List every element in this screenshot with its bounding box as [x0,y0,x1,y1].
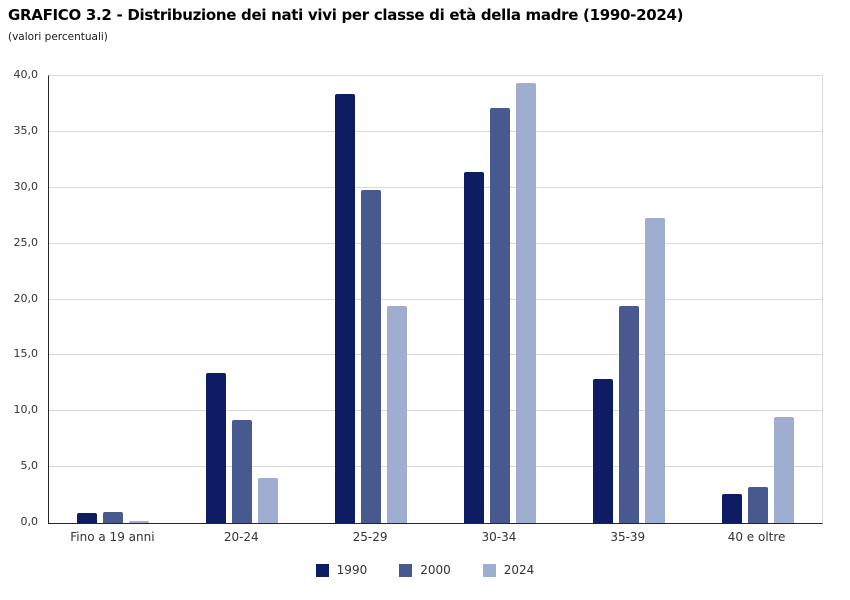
gridline [49,410,822,412]
chart-title: GRAFICO 3.2 - Distribuzione dei nati viv… [8,6,684,24]
legend-label: 2024 [503,563,535,577]
bar-2000-30-34 [489,108,510,523]
bar-1990-35-39 [592,378,613,523]
bar-2000-20-24 [232,420,253,523]
x-tick-label-30-34: 30-34 [481,530,517,544]
legend-swatch-1990 [315,563,329,577]
y-tick-label: 5,0 [20,459,39,473]
y-tick-label: 35,0 [13,123,39,137]
bar-2000-35-39 [618,306,639,523]
bar-2024-40-e-oltre [773,416,794,523]
bar-2000-40-e-oltre [747,487,768,523]
x-tick-label-20-24: 20-24 [223,530,259,544]
y-tick-label: 20,0 [13,291,39,305]
bar-2024-25-29 [387,306,408,523]
bar-1990-40-e-oltre [721,493,742,523]
gridline [49,186,822,188]
gridline [49,130,822,132]
bar-1990-30-34 [463,172,484,523]
x-tick-label-35-39: 35-39 [610,530,646,544]
bar-1990-25-29 [335,93,356,523]
legend-swatch-2024 [482,563,496,577]
legend-swatch-2000 [399,563,413,577]
gridline [49,466,822,468]
gridline [49,354,822,356]
bar-2024-30-34 [515,82,536,523]
x-tick-label-fino-a-19-anni: Fino a 19 anni [70,530,155,544]
bar-2024-fino-a-19-anni [129,520,150,523]
bar-2000-fino-a-19-anni [103,511,124,523]
y-tick-label: 10,0 [13,403,39,417]
legend-label: 2000 [420,563,451,577]
y-tick-label: 15,0 [13,347,39,361]
x-tick-label-25-29: 25-29 [352,530,388,544]
legend: 1990 2000 2024 [0,560,850,580]
bar-2024-20-24 [258,478,279,523]
y-tick-label: 0,0 [20,515,39,528]
gridline [49,298,822,300]
bar-1990-fino-a-19-anni [77,512,98,523]
chart-subtitle: (valori percentuali) [8,31,108,43]
bar-1990-20-24 [206,373,227,523]
bar-2000-25-29 [361,190,382,523]
plot-area [48,75,823,524]
y-tick-label: 30,0 [13,179,39,193]
legend-label: 1990 [336,563,368,577]
legend-item-2000: 2000 [399,563,451,577]
y-tick-label: 40,0 [13,68,39,81]
legend-item-1990: 1990 [315,563,368,577]
bar-2024-35-39 [644,217,665,523]
legend-item-2024: 2024 [482,563,535,577]
gridline [49,242,822,244]
x-tick-label-40-e-oltre: 40 e oltre [727,530,786,544]
y-tick-label: 25,0 [13,235,39,249]
